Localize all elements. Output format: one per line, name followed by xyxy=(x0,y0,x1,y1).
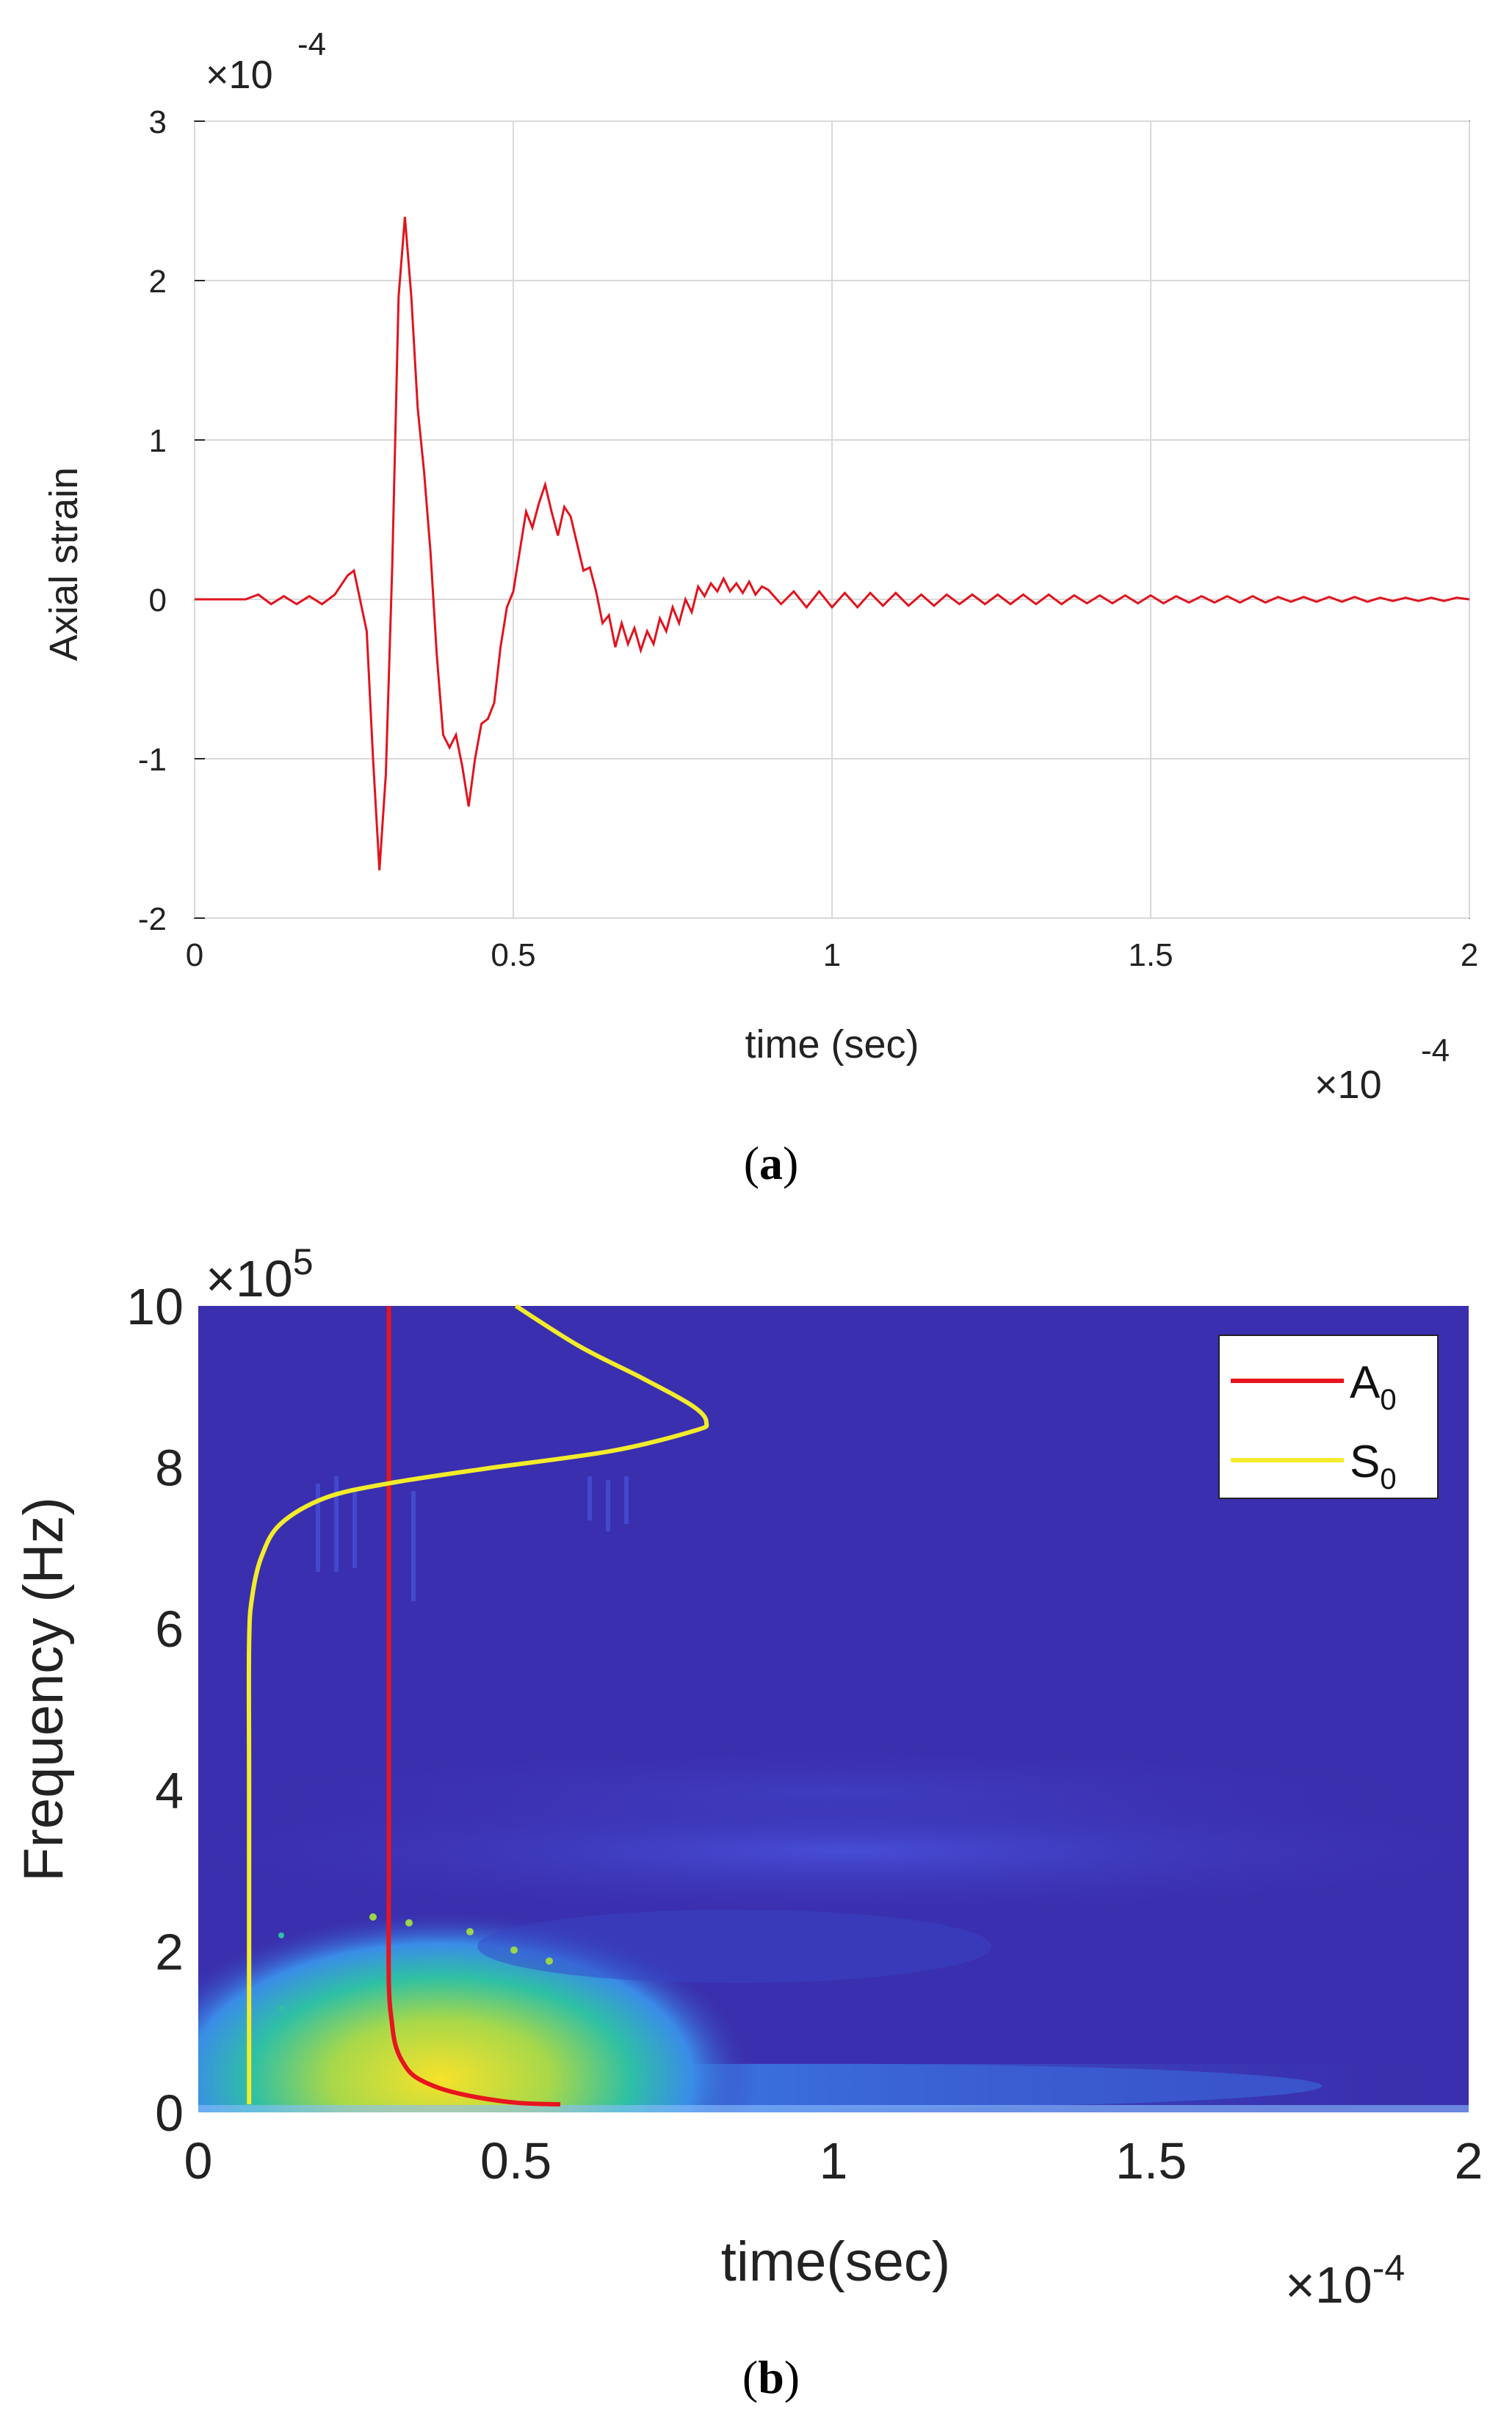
s0-mode-curve xyxy=(246,1304,709,2105)
panel-b-y-tick-label: 0 xyxy=(155,2084,184,2142)
a0-mode-curve xyxy=(386,1306,561,2106)
spectrogram-speck xyxy=(466,1928,474,1935)
panel-b-x-tick-label: 0.5 xyxy=(480,2132,551,2189)
spectrogram-zero-line xyxy=(198,2105,1469,2112)
legend-s0-name: S xyxy=(1350,1437,1380,1487)
spectrogram-speck xyxy=(278,1932,284,1938)
spectrogram-speck xyxy=(405,1919,413,1927)
panel-a-x-tick-label: 0 xyxy=(186,937,203,973)
panel-b-y-multiplier-base: ×10 xyxy=(206,1250,293,1307)
panel-a-x-tick-label: 2 xyxy=(1461,937,1478,973)
panel-b-y-tick-label: 4 xyxy=(155,1762,184,1819)
panel-b-x-tick-label: 2 xyxy=(1455,2132,1483,2189)
panel-b-x-label: time(sec) xyxy=(721,2231,950,2293)
spectrogram-streaks xyxy=(316,1476,629,1601)
panel-b-y-tick-label: 8 xyxy=(155,1440,184,1497)
streak xyxy=(352,1487,357,1568)
panel-a-x-label: time (sec) xyxy=(745,1022,919,1066)
panel-b-y-tick-label: 10 xyxy=(126,1278,184,1335)
panel-a-y-tick-label: 2 xyxy=(149,264,167,300)
spectrogram-speck xyxy=(369,1913,377,1921)
panel-b-x-multiplier: ×10-4 xyxy=(1285,2248,1405,2314)
spectrogram-speck xyxy=(546,1957,553,1965)
panel-a-caption: (a) xyxy=(744,1137,799,1189)
panel-b-y-multiplier: ×105 xyxy=(206,1241,314,1307)
panel-a-y-multiplier-exp: -4 xyxy=(297,26,326,62)
panel-b-x-tick-label: 1 xyxy=(820,2132,848,2189)
streak xyxy=(606,1480,610,1531)
panel-b-y-multiplier-exp: 5 xyxy=(293,1241,314,1282)
panel-b-ticks: 0 0.5 1 1.5 2 0 2 4 6 8 10 xyxy=(126,1278,1483,2189)
streak xyxy=(334,1476,339,1572)
streak xyxy=(411,1491,416,1601)
legend-box xyxy=(1218,1335,1439,1499)
panel-b-x-multiplier-exp: -4 xyxy=(1372,2248,1405,2289)
legend-s0-subscript: 0 xyxy=(1380,1463,1396,1495)
streak xyxy=(587,1476,592,1520)
panel-a-y-tick-label: 3 xyxy=(149,104,167,140)
panel-a-x-multiplier: ×10 xyxy=(1314,1063,1382,1107)
panel-b-x-tick-label: 1.5 xyxy=(1115,2132,1187,2189)
panel-a-y-tick-label: 1 xyxy=(149,423,167,459)
legend-a0-subscript: 0 xyxy=(1380,1384,1396,1416)
streak xyxy=(316,1484,320,1572)
panel-a-x-tick-label: 1 xyxy=(823,937,841,973)
panel-a-x-multiplier-exp: -4 xyxy=(1421,1033,1450,1069)
legend-a0-label: A0 xyxy=(1350,1357,1397,1416)
panel-b-legend: A0 S0 xyxy=(1218,1335,1439,1499)
panel-b-x-tick-label: 0 xyxy=(184,2132,213,2189)
spectrogram-speck xyxy=(510,1946,518,1954)
panel-a-ticks: 0 0.5 1 1.5 2 -2 -1 0 1 2 3 xyxy=(138,104,1478,973)
panel-a-y-tick-label: -2 xyxy=(138,901,167,937)
legend-a0-name: A xyxy=(1350,1357,1381,1408)
spectrogram-speck xyxy=(278,2006,284,2012)
panel-a-caption-letter: a xyxy=(759,1137,783,1189)
panel-b-caption-letter: b xyxy=(758,2351,784,2403)
spectrogram-band-5e5hz xyxy=(198,1741,1469,1844)
panel-a-y-multiplier: ×10 xyxy=(206,53,273,97)
panel-a-y-tick-label: -1 xyxy=(138,742,167,778)
spectrogram-soft-band xyxy=(477,1910,991,1983)
panel-b-y-label: Frequency (Hz) xyxy=(12,1497,75,1882)
panel-b-y-tick-label: 6 xyxy=(155,1600,184,1658)
panel-a-x-tick-label: 1.5 xyxy=(1128,937,1173,973)
streak xyxy=(624,1476,629,1524)
legend-s0-label: S0 xyxy=(1350,1437,1397,1495)
panel-b-x-multiplier-base: ×10 xyxy=(1285,2256,1372,2314)
panel-a-x-tick-label: 0.5 xyxy=(491,937,535,973)
panel-b-y-tick-label: 2 xyxy=(155,1923,184,1980)
panel-a-grid xyxy=(194,120,1470,919)
panel-a-line-chart: 0 0.5 1 1.5 2 -2 -1 0 1 2 3 ×10 -4 ×10 -4 time (se… xyxy=(42,26,1478,1189)
panel-b-caption: (b) xyxy=(742,2351,800,2403)
panel-a-y-tick-label: 0 xyxy=(149,582,167,618)
axial-strain-line xyxy=(195,217,1470,871)
panel-a-y-label: Axial strain xyxy=(42,467,86,661)
